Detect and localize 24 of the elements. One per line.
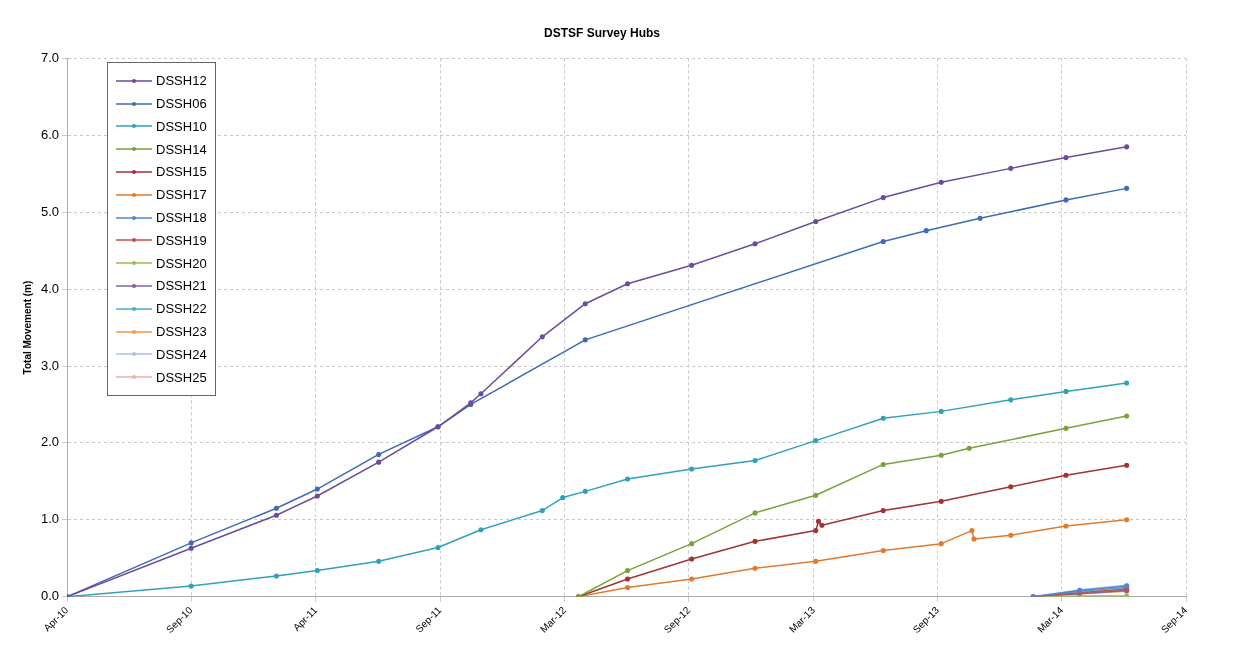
legend-label: DSSH15 [156, 164, 207, 180]
legend-label: DSSH19 [156, 232, 207, 248]
legend-label: DSSH18 [156, 210, 207, 226]
legend-label: DSSH10 [156, 118, 207, 134]
legend-label: DSSH06 [156, 96, 207, 112]
y-tick-label: 7.0 [40, 49, 60, 65]
y-tick-label: 2.0 [40, 434, 60, 450]
y-axis-title: Total Movement (m) [21, 280, 33, 375]
legend-label: DSSH12 [156, 73, 207, 89]
y-tick-label: 1.0 [40, 511, 60, 527]
legend-label: DSSH21 [156, 278, 207, 294]
legend-label: DSSH24 [156, 346, 207, 362]
y-tick-label: 4.0 [40, 280, 60, 296]
legend-label: DSSH23 [156, 324, 207, 340]
legend-label: DSSH25 [156, 369, 207, 385]
chart-title: DSTSF Survey Hubs [543, 25, 661, 40]
y-tick-label: 6.0 [40, 126, 60, 142]
legend-label: DSSH17 [156, 187, 207, 203]
y-tick-label: 3.0 [40, 357, 60, 373]
legend-label: DSSH20 [156, 255, 207, 271]
y-tick-label: 0.0 [40, 588, 60, 604]
y-tick-label: 5.0 [40, 203, 60, 219]
legend-label: DSSH14 [156, 141, 207, 157]
legend-label: DSSH22 [156, 301, 207, 317]
